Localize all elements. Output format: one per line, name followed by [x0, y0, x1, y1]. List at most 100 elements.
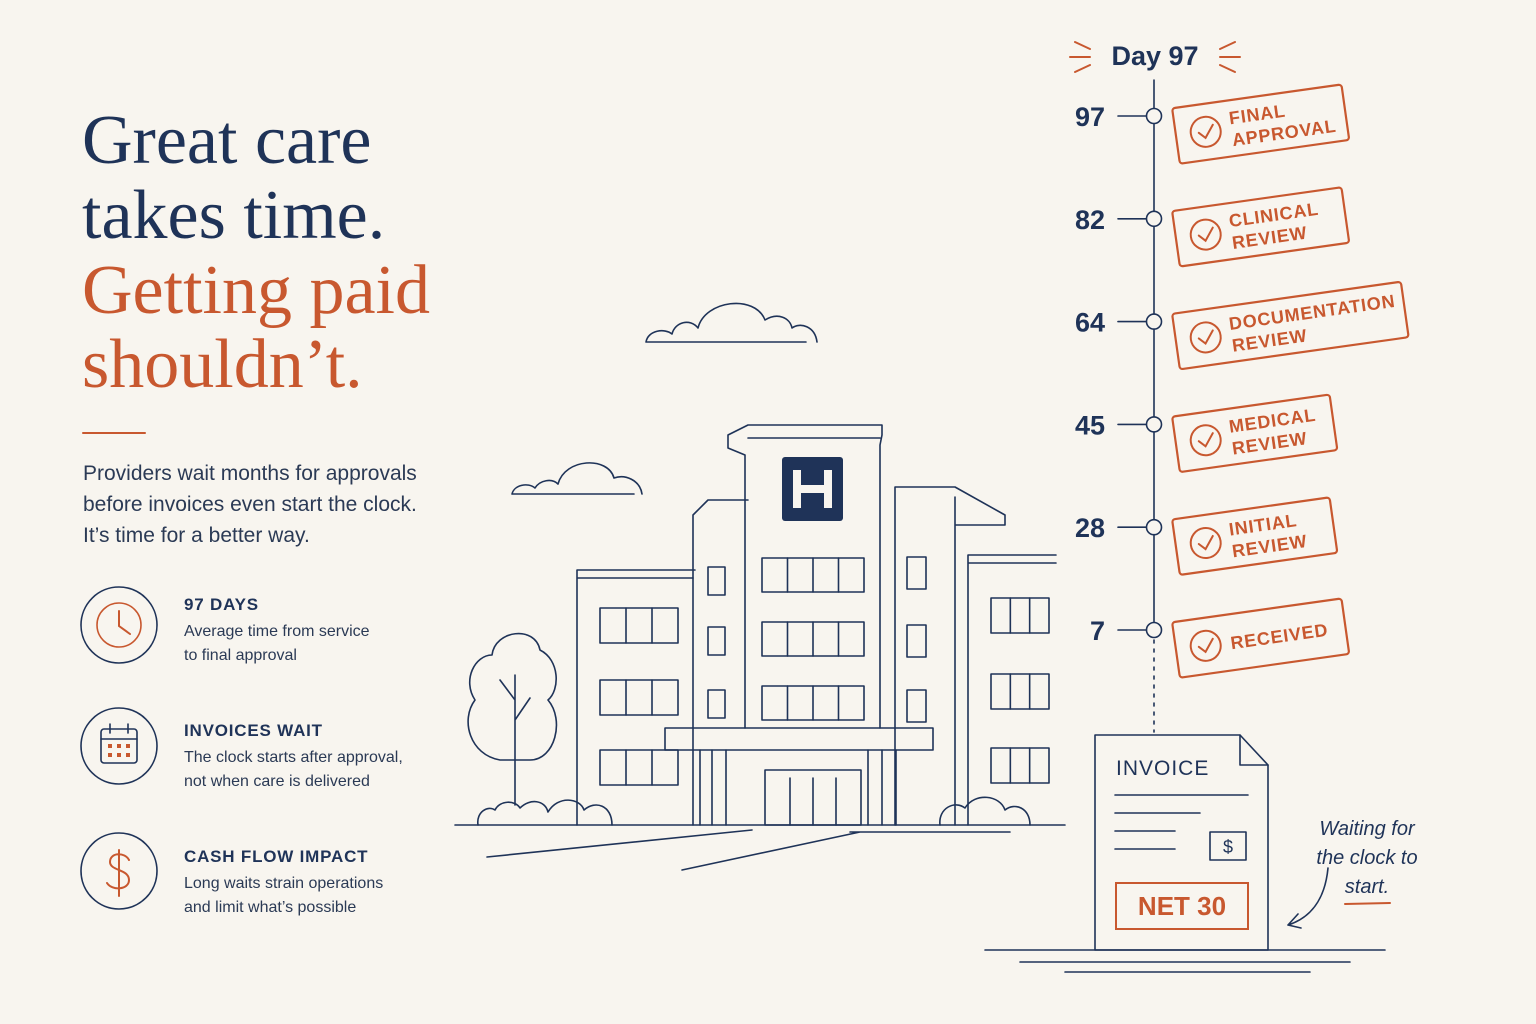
- canopy-columns: [699, 749, 897, 826]
- node: [1145, 416, 1163, 433]
- feature-text: and limit what’s possible: [184, 899, 356, 916]
- check-ring: [1189, 218, 1222, 251]
- bushes: [477, 799, 613, 826]
- clock-icon: [96, 602, 142, 648]
- check-mark: [1197, 637, 1214, 654]
- window: [599, 679, 679, 716]
- day-label: 97: [1075, 102, 1105, 132]
- clock-hands: [118, 610, 131, 635]
- invoice-currency: $: [1223, 837, 1233, 857]
- calendar-icon: [100, 728, 138, 764]
- terms-box: [1115, 882, 1249, 930]
- burst: [1069, 41, 1241, 73]
- stamp-border: [1171, 496, 1339, 576]
- timeline-current: Day 97: [1111, 41, 1198, 71]
- note: Waiting for the clock to start.: [1316, 818, 1417, 898]
- canopy: [664, 727, 934, 751]
- invoice-terms: NET 30: [1138, 891, 1226, 921]
- intro-line: It’s time for a better way.: [83, 524, 310, 547]
- note-arrow: [1287, 867, 1329, 929]
- icon-ring: [80, 832, 158, 910]
- tree-crown: [467, 632, 558, 761]
- headline: Great care takes time. Getting paid shou…: [82, 102, 430, 403]
- feature-text: The clock starts after approval,: [184, 749, 403, 766]
- intro-line: before invoices even start the clock.: [83, 493, 417, 516]
- calendar-days: [108, 744, 130, 757]
- day-label: 45: [1075, 410, 1105, 440]
- icon-ring: [80, 707, 158, 785]
- features: 97 DAYS Average time from service to final…: [184, 595, 403, 916]
- window: [707, 689, 726, 719]
- check-ring: [1189, 115, 1222, 148]
- day-label: 7: [1090, 616, 1105, 646]
- feature-text: to final approval: [184, 647, 297, 664]
- invoice-title: INVOICE: [1116, 757, 1209, 780]
- hospital: [454, 424, 1066, 871]
- right-wing: [967, 554, 1057, 826]
- intro: Providers wait months for approvals befo…: [83, 462, 417, 547]
- window: [906, 624, 927, 658]
- check-mark: [1197, 123, 1214, 140]
- window: [990, 747, 1050, 784]
- day-label: 28: [1075, 513, 1105, 543]
- intro-line: Providers wait months for approvals: [83, 462, 417, 485]
- node: [1145, 313, 1163, 330]
- invoice: INVOICE $ NET 30: [984, 734, 1386, 973]
- window: [906, 556, 927, 590]
- right-block: [894, 486, 1006, 826]
- window: [990, 673, 1050, 710]
- note-line: start.: [1345, 876, 1389, 898]
- left-block: [692, 499, 749, 826]
- cloud: [645, 302, 818, 343]
- check-mark: [1197, 329, 1214, 345]
- feature-title: 97 DAYS: [184, 595, 259, 614]
- feature-text: Long waits strain operations: [184, 875, 383, 892]
- stamp-border: [1171, 597, 1350, 679]
- calendar-top: [100, 723, 138, 740]
- feature-title: CASH FLOW IMPACT: [184, 847, 368, 866]
- window: [707, 626, 726, 656]
- window: [990, 597, 1050, 634]
- day-label: 64: [1075, 308, 1105, 338]
- invoice-paper: [1094, 734, 1269, 951]
- window: [599, 749, 679, 786]
- tree-trunk: [499, 674, 531, 806]
- window: [906, 689, 927, 723]
- note-line: Waiting for: [1319, 818, 1416, 840]
- stamp-border: [1171, 393, 1339, 473]
- tower: [727, 424, 883, 729]
- check-ring: [1189, 321, 1222, 354]
- bushes: [939, 796, 1031, 826]
- stamp-border: [1171, 186, 1350, 268]
- left-wing: [576, 569, 696, 826]
- invoice-fold: [1239, 734, 1269, 766]
- stamp-border: [1171, 83, 1350, 165]
- check-mark: [1197, 432, 1214, 448]
- node: [1145, 210, 1163, 228]
- feature-icons: [80, 586, 158, 910]
- check-ring: [1189, 424, 1222, 457]
- note-line: the clock to: [1316, 847, 1417, 869]
- window: [599, 607, 679, 644]
- feature-text: not when care is delivered: [184, 773, 370, 790]
- invoice-lines: [1114, 794, 1249, 850]
- feature-text: Average time from service: [184, 623, 370, 640]
- currency-box: [1209, 831, 1247, 861]
- road: [486, 829, 1011, 871]
- check-mark: [1197, 534, 1214, 551]
- headline-line: Getting paid: [82, 252, 430, 329]
- check-ring: [1189, 527, 1222, 560]
- headline-line: Great care: [82, 102, 371, 179]
- node: [1145, 518, 1163, 536]
- feature-title: INVOICES WAIT: [184, 721, 323, 740]
- headline-line: takes time.: [82, 177, 385, 254]
- icon-ring: [80, 586, 158, 664]
- node: [1145, 621, 1163, 639]
- headline-line: shouldn’t.: [82, 326, 363, 403]
- check-ring: [1189, 629, 1222, 662]
- entrance-doors: [789, 777, 837, 826]
- node: [1145, 107, 1163, 125]
